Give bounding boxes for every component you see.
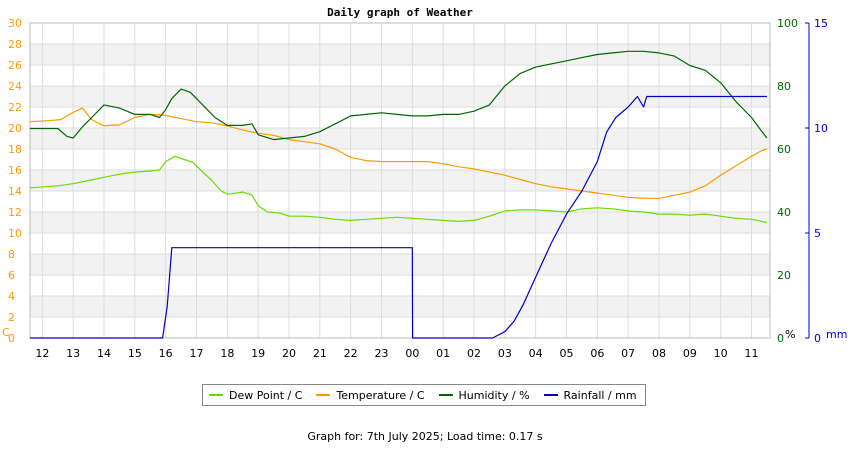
x-tick-label: 01	[436, 347, 450, 360]
grid-band	[30, 128, 770, 149]
x-tick-label: 08	[652, 347, 666, 360]
series-line-temperature	[29, 107, 768, 199]
y-right-rain-tick-label: 0	[814, 332, 821, 345]
legend-swatch	[438, 394, 453, 396]
legend-item-rainfall: Rainfall / mm	[543, 388, 637, 402]
grid-band	[30, 212, 770, 233]
y-right-rain-tick-label: 5	[814, 227, 821, 240]
y-right-humidity-tick-label: 60	[777, 143, 791, 156]
grid-band	[30, 296, 770, 317]
graph-footer: Graph for: 7th July 2025; Load time: 0.1…	[307, 430, 543, 443]
x-tick-label: 17	[190, 347, 204, 360]
legend-label: Rainfall / mm	[563, 388, 637, 402]
x-tick-label: 12	[35, 347, 49, 360]
x-tick-label: 05	[560, 347, 574, 360]
x-tick-label: 22	[344, 347, 358, 360]
chart-title: Daily graph of Weather	[327, 6, 473, 19]
series-line-dew-point	[29, 155, 768, 224]
series-line-humidity	[30, 50, 768, 141]
x-tick-label: 11	[745, 347, 759, 360]
x-tick-label: 02	[467, 347, 481, 360]
x-tick-label: 16	[159, 347, 173, 360]
y-left-tick-label: 20	[8, 122, 22, 135]
y-left-tick-label: 8	[8, 248, 15, 261]
y-right-rain-unit-label: mm	[826, 328, 847, 341]
weather-chart: 12 13 14 15 16 17 18 19 20 21 22 23 00 01 02 03 04 05 06 07…	[2, 6, 847, 360]
y-left-tick-label: 16	[8, 164, 22, 177]
x-tick-label: 03	[498, 347, 512, 360]
x-tick-label: 23	[375, 347, 389, 360]
x-tick-label: 04	[529, 347, 543, 360]
x-tick-label: 10	[714, 347, 728, 360]
y-right-rain-tick-label: 15	[814, 17, 828, 30]
y-right-humidity-tick-label: 20	[777, 269, 791, 282]
y-right-rain-tick-label: 10	[814, 122, 828, 135]
y-right-humidity-unit-label: %	[785, 328, 795, 341]
x-tick-label: 18	[220, 347, 234, 360]
y-right-humidity-tick-label: 80	[777, 80, 791, 93]
grid-band	[30, 86, 770, 107]
legend-swatch	[209, 394, 223, 396]
legend-item-temperature: Temperature / C	[316, 388, 425, 402]
chart-legend: Dew Point / C Temperature / C Humidity / %…	[202, 384, 646, 406]
x-tick-label: 00	[405, 347, 419, 360]
legend-item-humidity: Humidity / %	[438, 388, 530, 402]
y-left-tick-label: 30	[8, 17, 22, 30]
y-left-tick-label: 0	[8, 332, 15, 345]
y-right-humidity-tick-label: 40	[777, 206, 791, 219]
legend-swatch	[543, 394, 558, 396]
plot-frame	[29, 22, 771, 339]
series-line-rainfall	[30, 95, 767, 339]
legend-item-dew-point: Dew Point / C	[209, 389, 302, 402]
y-left-tick-label: 22	[8, 101, 22, 114]
y-left-tick-label: 12	[8, 206, 22, 219]
x-tick-label: 07	[621, 347, 635, 360]
x-tick-label: 15	[128, 347, 142, 360]
y-left-tick-label: 24	[8, 80, 22, 93]
x-tick-label: 13	[66, 347, 80, 360]
legend-label: Dew Point / C	[229, 388, 303, 402]
legend-swatch	[316, 394, 331, 396]
y-left-unit-label: C	[2, 326, 10, 339]
y-left-tick-label: 10	[8, 227, 22, 240]
x-tick-label: 14	[97, 347, 111, 360]
y-left-tick-label: 4	[8, 290, 15, 303]
x-tick-label: 09	[683, 347, 697, 360]
y-left-tick-label: 26	[8, 59, 22, 72]
y-left-tick-label: 2	[8, 311, 15, 324]
x-tick-label: 21	[313, 347, 327, 360]
grid-band	[30, 44, 770, 65]
grid-band	[30, 254, 770, 275]
y-left-tick-label: 14	[8, 185, 22, 198]
y-left-tick-label: 6	[8, 269, 15, 282]
x-tick-label: 19	[251, 347, 265, 360]
legend-label: Humidity / %	[458, 388, 530, 402]
x-tick-label: 06	[590, 347, 604, 360]
y-right-humidity-tick-label: 0	[777, 332, 784, 345]
y-right-humidity-tick-label: 100	[777, 17, 798, 30]
y-left-tick-label: 18	[8, 143, 22, 156]
y-left-tick-label: 28	[8, 38, 22, 51]
x-tick-label: 20	[282, 347, 296, 360]
legend-label: Temperature / C	[336, 388, 425, 402]
